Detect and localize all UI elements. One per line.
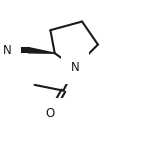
Text: N: N [71, 61, 79, 74]
Text: N: N [3, 44, 12, 57]
Polygon shape [29, 48, 55, 53]
Text: O: O [46, 107, 55, 120]
